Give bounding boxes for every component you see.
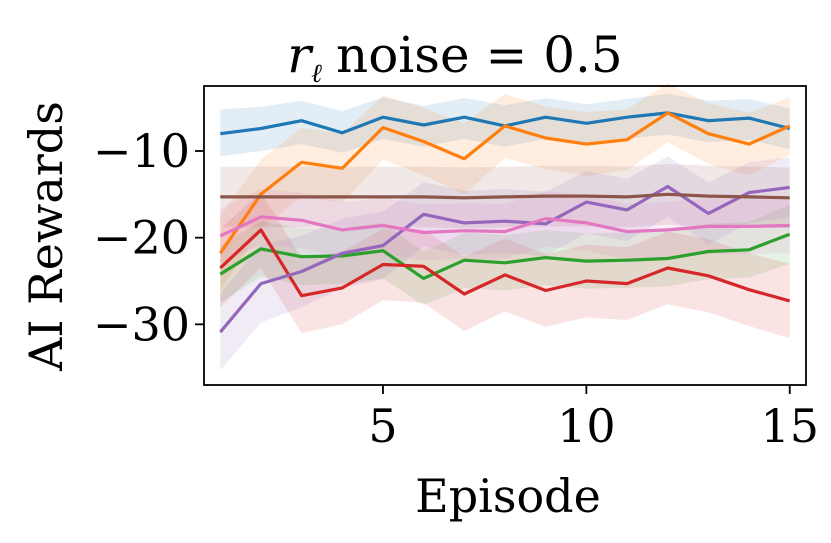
- y-tick-label: −10: [93, 124, 190, 178]
- series-pink-line: [219, 215, 790, 238]
- chart-title: rℓ noise = 0.5: [287, 26, 623, 89]
- plot-frame: [203, 85, 807, 386]
- series-orange-band: [220, 83, 790, 290]
- y-tick-label: −20: [93, 211, 190, 265]
- y-axis-label: AI Rewards: [19, 101, 73, 372]
- x-tick-label: 5: [368, 399, 397, 453]
- x-tick-label: 15: [760, 399, 819, 453]
- axes: 5 10 15 −10 −20 −30: [93, 85, 819, 453]
- confidence-bands: [220, 83, 790, 371]
- series-red-band: [220, 191, 790, 339]
- series-orange-line: [218, 111, 791, 255]
- series-pink-band: [220, 189, 790, 264]
- series-red-line: [219, 228, 791, 303]
- y-tick-label: −30: [93, 297, 190, 351]
- series-green-band: [220, 204, 790, 306]
- series-green-line: [219, 232, 791, 280]
- x-tick-label: 10: [557, 399, 616, 453]
- series-purple-band: [220, 156, 790, 371]
- x-axis-label: Episode: [415, 469, 601, 523]
- series-purple-line: [219, 184, 790, 334]
- series-lines: [218, 111, 791, 334]
- series-brown-line: [220, 192, 790, 200]
